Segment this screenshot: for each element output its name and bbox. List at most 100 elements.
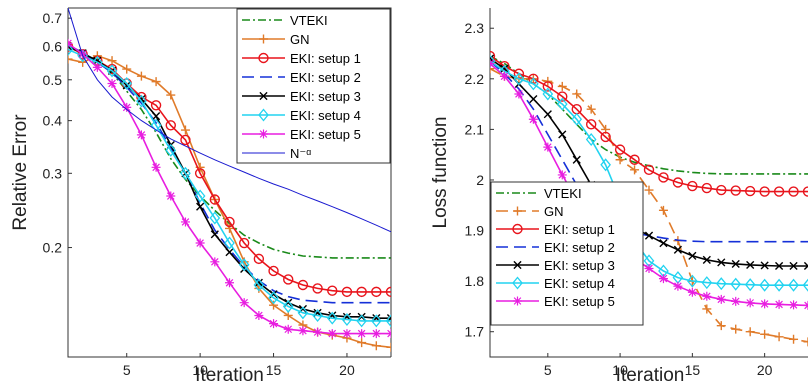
data-point [528, 77, 539, 91]
data-point [629, 154, 640, 165]
data-point [224, 236, 235, 250]
data-point [225, 223, 234, 233]
data-point [745, 327, 755, 337]
data-point [68, 54, 73, 64]
data-point [745, 298, 755, 308]
data-point [283, 324, 293, 334]
data-point [687, 274, 698, 288]
data-point [659, 239, 668, 248]
data-point [342, 329, 352, 339]
data-point [802, 278, 808, 292]
data-point [644, 263, 654, 273]
data-point [803, 337, 808, 347]
legend-label: EKI: setup 1 [544, 222, 615, 237]
data-point [490, 50, 496, 62]
data-point [327, 285, 338, 296]
data-point [615, 155, 625, 165]
x-axis-label: Iteration [195, 365, 264, 385]
data-point [269, 319, 279, 329]
data-point [196, 202, 205, 211]
data-point [68, 42, 74, 57]
data-point [386, 329, 391, 339]
legend: VTEKI GN EKI: setup 1 EKI: setup 2 EKI: setu… [236, 8, 391, 164]
data-point [644, 185, 654, 195]
data-point [136, 94, 147, 108]
data-point [717, 258, 726, 267]
data-point [643, 164, 655, 176]
series-6 [68, 42, 391, 328]
x-tick-label: 20 [339, 362, 355, 378]
legend-box [490, 181, 644, 326]
data-point [298, 326, 308, 336]
data-point [542, 81, 554, 92]
data-point [672, 177, 684, 188]
data-point [500, 64, 509, 73]
data-point [166, 191, 176, 201]
axes-frame-top-right [68, 7, 392, 357]
series-4 [68, 44, 391, 304]
data-point [716, 184, 727, 196]
data-point [702, 304, 712, 314]
data-point [557, 170, 567, 180]
data-point [68, 38, 73, 48]
data-point [357, 329, 367, 339]
y-tick-label: 0.3 [43, 165, 63, 181]
y-tick-label: 2.2 [465, 71, 485, 87]
data-point [760, 329, 770, 339]
data-point [238, 237, 250, 249]
legend-marker [512, 223, 523, 235]
data-point [702, 255, 711, 264]
legend-label: EKI: setup 2 [290, 70, 361, 85]
data-point [107, 78, 117, 88]
data-point [327, 329, 337, 339]
data-point [644, 231, 654, 240]
chart-panel-2: 5 10 15 20 1.7 1.8 1.9 2 2.1 2.2 2.3 Iteration Loss … [430, 8, 808, 385]
data-point [209, 211, 221, 225]
data-point [528, 114, 538, 124]
y-tick-label: 0.6 [43, 38, 63, 54]
data-point [490, 59, 495, 69]
data-point [744, 278, 756, 292]
data-point [744, 185, 756, 197]
data-point [556, 97, 568, 111]
data-point [166, 90, 176, 100]
y-tick-label: 2.1 [465, 121, 485, 137]
data-point [326, 311, 338, 325]
data-point [585, 119, 597, 130]
data-point [238, 258, 250, 272]
data-point [630, 165, 640, 175]
data-point [194, 168, 206, 179]
data-point [371, 329, 381, 339]
data-point [106, 64, 118, 78]
data-point [760, 261, 769, 270]
data-point [282, 299, 294, 313]
data-point [297, 306, 309, 320]
data-point [225, 248, 234, 257]
x-tick-label: 20 [757, 362, 773, 378]
y-axis-label: Loss function [430, 117, 451, 229]
x-tick-label: 10 [612, 362, 628, 378]
data-point [313, 327, 323, 337]
axes-frame [67, 8, 391, 358]
x-tick-label: 10 [192, 362, 208, 378]
legend-label: GN [544, 204, 564, 219]
legend-marker [513, 296, 522, 306]
data-point [209, 194, 221, 205]
data-point [687, 180, 698, 192]
data-point [150, 100, 162, 111]
data-point [760, 299, 770, 309]
data-point [136, 130, 146, 140]
legend-label: EKI: setup 4 [290, 108, 361, 123]
data-point [788, 186, 799, 197]
data-point [658, 172, 669, 183]
data-point [180, 166, 191, 180]
data-point [356, 286, 367, 298]
data-point [253, 278, 265, 292]
data-point [151, 77, 161, 87]
data-point [151, 162, 161, 172]
series-7 [68, 38, 391, 339]
data-point [268, 291, 279, 305]
legend-marker [512, 276, 523, 290]
data-point [370, 314, 382, 328]
y-tick-label: 0.7 [43, 10, 63, 26]
